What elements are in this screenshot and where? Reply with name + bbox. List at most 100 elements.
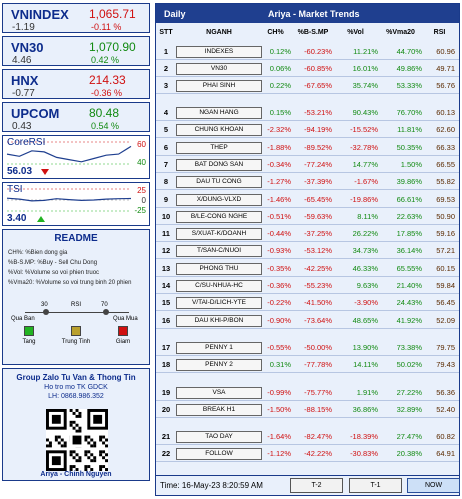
sector-name-button[interactable]: INDEXES	[176, 46, 262, 58]
header--b-s-mp: %B-S.MP	[297, 29, 329, 36]
sector-name-button[interactable]: TAO DAY	[176, 431, 262, 444]
vma20-pct: 22.63%	[396, 211, 422, 221]
market-trends-table: Daily Ariya - Market Trends STT NGANH CH%%…	[155, 3, 460, 496]
table-row[interactable]: 11 S/XUAT-K/DOANH -0.44% -37.25% 26.22% 17.85…	[156, 226, 459, 243]
tsi-title: TSI	[7, 184, 23, 195]
legend-swatch	[24, 326, 34, 336]
table-row[interactable]: 17 PENNY 1 -0.55% -50.00% 13.90% 73.38% 79.75	[156, 340, 459, 356]
volume-pct: 14.77%	[352, 159, 378, 169]
volume-pct: -30.83%	[350, 449, 378, 459]
sector-name-button[interactable]: BREAK H1	[176, 403, 262, 416]
row-number: 6	[163, 142, 169, 152]
t-1-button[interactable]: T-1	[349, 478, 402, 493]
rsi-value: 60.15	[436, 263, 455, 273]
table-row[interactable]: 6 THEP -1.88% -89.52% -32.78% 50.35% 66.33	[156, 140, 459, 156]
table-row[interactable]: 8 DAU TU CONG -1.27% -37.39% -1.67% 39.86% 55.…	[156, 174, 459, 191]
table-row[interactable]: 18 PENNY 2 0.31% -77.78% 14.11% 50.02% 79.43	[156, 357, 459, 374]
sector-name-button[interactable]: NGAN HANG	[176, 107, 262, 119]
sector-name-button[interactable]: VN30	[176, 63, 262, 75]
sector-name-button[interactable]: PHAI SINH	[176, 80, 262, 92]
table-row[interactable]: 14 C/SU-NHUA-HC -0.36% -55.23% 9.63% 21.40% 59…	[156, 278, 459, 294]
vma20-pct: 66.61%	[396, 194, 422, 204]
legend-swatch	[118, 326, 128, 336]
sector-name-button[interactable]: B/LE-CONG NGHE	[176, 210, 262, 223]
qr-code-icon[interactable]	[46, 409, 108, 471]
table-row[interactable]: 20 BREAK H1 -1.50% -88.15% 36.86% 32.89% 52.40	[156, 402, 459, 418]
table-row[interactable]: 5 CHUNG KHOAN -2.32% -94.19% -15.52% 11.81% 62…	[156, 122, 459, 139]
change-pct: -0.34%	[267, 159, 291, 169]
sector-name-button[interactable]: C/SU-NHUA-HC	[176, 280, 262, 292]
buy-sell-pct: -77.78%	[304, 360, 332, 370]
rsi-scale-dot-high	[103, 309, 109, 315]
t-2-button[interactable]: T-2	[290, 478, 343, 493]
sector-name-button[interactable]: DAU TU CONG	[176, 176, 262, 189]
table-row[interactable]: 16 DAU KHI-P/BON -0.90% -73.64% 48.65% 41.92%…	[156, 313, 459, 329]
header--vol: %Vol	[347, 29, 364, 36]
table-row[interactable]: 13 PHONG THU -0.35% -42.25% 46.33% 65.55% 60.1…	[156, 261, 459, 277]
series-line	[6, 145, 132, 163]
sector-name-button[interactable]: S/XUAT-K/DOANH	[176, 228, 262, 241]
index-card-vn30[interactable]: VN30 1,070.90 4.46 0.42 %	[2, 36, 150, 66]
contact-title: Group Zalo Tu Van & Thong Tin	[16, 373, 136, 382]
series-line	[6, 197, 132, 202]
sector-name-button[interactable]: VSA	[176, 386, 262, 399]
sector-name-button[interactable]: DAU KHI-P/BON	[176, 314, 262, 327]
tsi-tick-low: -25	[134, 206, 146, 215]
sector-name-button[interactable]: PENNY 2	[176, 359, 262, 372]
index-name: VN30	[11, 40, 44, 55]
row-number: 22	[161, 449, 171, 459]
table-row[interactable]: 21 TAO DAY -1.64% -82.47% -18.39% 27.47% 60.82	[156, 429, 459, 446]
table-row[interactable]: 12 T/SAN-C/NUOI -0.93% -53.12% 34.73% 36.14% 5…	[156, 243, 459, 260]
header-stt: STT	[159, 29, 173, 36]
core-rsi-value: 56.03	[7, 166, 33, 177]
volume-pct: -18.39%	[350, 432, 378, 442]
row-number: 16	[161, 315, 171, 325]
table-row[interactable]: 15 V/TAI-D/LICH-YTE -0.22% -41.50% -3.90% 24.…	[156, 295, 459, 312]
index-card-vnindex[interactable]: VNINDEX 1,065.71 -1.19 -0.11 %	[2, 3, 150, 33]
sector-name-button[interactable]: THEP	[176, 141, 262, 154]
vma20-pct: 36.14%	[396, 246, 422, 256]
legend-label: Trung Tinh	[61, 339, 91, 345]
change-pct: 0.22%	[269, 81, 291, 90]
change-pct: -1.88%	[267, 142, 291, 152]
now-button[interactable]: NOW	[407, 478, 460, 493]
buy-sell-pct: -75.77%	[304, 387, 332, 397]
vma20-pct: 41.92%	[396, 315, 422, 325]
rsi-value: 79.75	[436, 342, 455, 352]
table-row[interactable]: 9 X/DUNG-VLXD -1.46% -65.45% -19.86% 66.61% 69…	[156, 192, 459, 208]
table-row[interactable]: 1 INDEXES 0.12% -60.23% 11.21% 44.70% 60.96	[156, 44, 459, 60]
table-row[interactable]: 2 VN30 0.06% -60.85% 16.01% 49.86% 49.71	[156, 61, 459, 77]
rsi-value: 79.43	[436, 360, 455, 370]
sector-name-button[interactable]: PENNY 1	[176, 341, 262, 354]
index-change: 0.43	[12, 121, 32, 132]
sector-name-button[interactable]: BAT DONG SAN	[176, 158, 262, 171]
volume-pct: -1.67%	[354, 177, 378, 187]
rsi-value: 50.90	[436, 211, 455, 221]
table-row[interactable]: 22 FOLLOW -1.12% -42.22% -30.83% 20.38% 64.91	[156, 446, 459, 463]
sector-name-button[interactable]: CHUNG KHOAN	[176, 124, 262, 137]
table-row[interactable]: 4 NGAN HANG 0.15% -53.21% 90.43% 76.70% 60.13	[156, 105, 459, 121]
rsi-value: 66.33	[436, 142, 455, 152]
index-card-hnx[interactable]: HNX 214.33 -0.77 -0.36 %	[2, 69, 150, 99]
row-number: 12	[161, 246, 171, 256]
sector-name-button[interactable]: FOLLOW	[176, 448, 262, 461]
table-row[interactable]: 10 B/LE-CONG NGHE -0.51% -59.63% 8.11% 22.63%…	[156, 209, 459, 225]
index-card-upcom[interactable]: UPCOM 80.48 0.43 0.54 %	[2, 102, 150, 132]
table-row[interactable]: 19 VSA -0.99% -75.77% 1.91% 27.22% 56.36	[156, 385, 459, 401]
table-row[interactable]: 7 BAT DONG SAN -0.34% -77.24% 14.77% 1.50% 66.…	[156, 157, 459, 173]
sector-name-button[interactable]: V/TAI-D/LICH-YTE	[176, 297, 262, 310]
vma20-pct: 27.22%	[396, 387, 422, 397]
index-percent: -0.11 %	[91, 22, 122, 32]
left-panel: VNINDEX 1,065.71 -1.19 -0.11 % VN30 1,070.90 4…	[2, 3, 150, 481]
vma20-pct: 73.38%	[396, 342, 422, 352]
buy-sell-pct: -37.25%	[304, 229, 332, 239]
volume-pct: 46.33%	[352, 263, 378, 273]
volume-pct: 9.63%	[356, 281, 378, 290]
sector-name-button[interactable]: T/SAN-C/NUOI	[176, 245, 262, 258]
rsi-value: 66.55	[436, 159, 455, 169]
sector-name-button[interactable]: PHONG THU	[176, 262, 262, 275]
table-row[interactable]: 3 PHAI SINH 0.22% -67.65% 35.74% 53.33% 56.76	[156, 78, 459, 94]
readme-line: CH%: %Bien dong gia	[8, 250, 68, 256]
sector-name-button[interactable]: X/DUNG-VLXD	[176, 193, 262, 206]
index-change: 4.46	[12, 55, 32, 66]
